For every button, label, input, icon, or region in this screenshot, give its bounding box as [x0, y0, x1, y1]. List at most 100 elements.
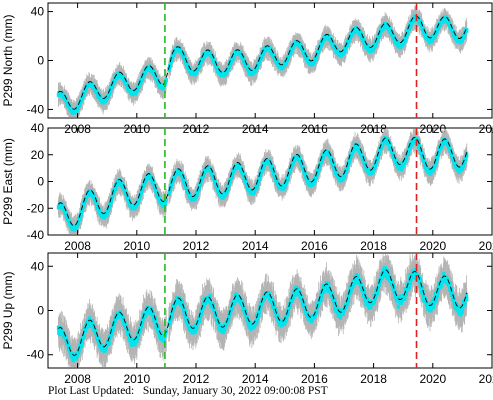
x-tick-label: 2008 — [64, 239, 91, 253]
panel-2: 2008 2010 2012 2014 2016 2018 2020 2022 -40 -20 0 2… — [1, 121, 493, 253]
x-tick-label: 2016 — [301, 239, 328, 253]
observation-point — [257, 178, 261, 183]
observation-point — [140, 76, 145, 82]
observation-point — [434, 31, 438, 36]
observation-point — [180, 49, 184, 54]
observation-point — [259, 171, 263, 177]
observation-point — [210, 172, 215, 177]
observation-point — [374, 162, 378, 168]
observation-point — [181, 175, 185, 180]
observation-point — [169, 184, 173, 189]
observation-point — [380, 145, 384, 150]
y-tick-label: 0 — [37, 175, 44, 189]
panel-3: 20082010201220142016201820202022-40040P2… — [1, 252, 493, 386]
observation-point — [371, 169, 375, 174]
x-tick-label: 2018 — [360, 239, 387, 253]
observation-point — [377, 151, 382, 156]
observation-point — [465, 28, 469, 33]
observation-point — [381, 142, 385, 147]
observation-point — [298, 41, 302, 47]
observation-point — [158, 196, 162, 202]
observation-point — [127, 197, 131, 202]
y-tick-label: -40 — [27, 228, 45, 242]
x-tick-label: 2022 — [479, 239, 493, 253]
observation-point — [198, 181, 202, 186]
observation-point — [464, 156, 468, 161]
observation-point — [346, 164, 350, 169]
x-tick-label: 2014 — [242, 239, 269, 253]
observation-point — [195, 69, 199, 75]
x-tick-label: 2012 — [183, 239, 210, 253]
observation-point — [110, 197, 114, 203]
observation-point — [209, 168, 213, 174]
observation-point — [152, 180, 156, 185]
observation-point — [356, 144, 360, 150]
observation-point — [374, 43, 378, 48]
observation-point — [318, 163, 322, 168]
observation-point — [446, 17, 450, 22]
observation-point — [283, 183, 287, 189]
observation-point — [407, 148, 411, 154]
observation-point — [346, 42, 350, 47]
observation-point — [84, 88, 88, 93]
observation-point — [105, 213, 109, 218]
observation-point — [416, 140, 420, 145]
panel-1: 20082010201220142016201820202022-40040P2… — [1, 2, 493, 136]
observation-point — [404, 158, 408, 163]
y-tick-label: 40 — [31, 5, 45, 19]
observation-point — [126, 84, 130, 90]
y-tick-label: 0 — [37, 54, 44, 68]
observation-point — [433, 34, 437, 39]
y-tick-label: -40 — [27, 102, 45, 116]
observation-point — [425, 165, 429, 170]
observation-point — [423, 161, 427, 167]
x-tick-label: 2020 — [419, 239, 446, 253]
observation-point — [332, 164, 336, 170]
observation-point — [373, 165, 377, 170]
observation-point — [89, 189, 93, 194]
observation-point — [183, 182, 188, 188]
observation-point — [125, 192, 129, 197]
observation-point — [343, 173, 347, 179]
observation-point — [462, 163, 466, 168]
observation-point — [436, 151, 440, 157]
observation-point — [439, 145, 443, 150]
observation-point — [314, 56, 318, 61]
observation-points — [56, 14, 469, 115]
observation-point — [183, 179, 187, 185]
observation-point — [421, 154, 425, 159]
observation-point — [461, 165, 465, 171]
x-tick-label: 2010 — [123, 239, 150, 253]
observation-point — [272, 54, 276, 59]
observation-point — [80, 96, 85, 101]
observation-point — [164, 78, 168, 83]
observation-point — [114, 186, 118, 191]
y-tick-label: -20 — [27, 201, 45, 215]
observation-point — [185, 185, 189, 190]
observation-point — [245, 181, 249, 186]
observation-point — [228, 180, 232, 185]
observation-point — [392, 35, 396, 41]
x-tick-label: 2022 — [479, 122, 493, 136]
observation-point — [214, 179, 218, 185]
observation-point — [348, 155, 352, 161]
model-fit-line — [58, 15, 468, 110]
observation-point — [197, 185, 201, 190]
observation-point — [109, 88, 113, 93]
observation-point — [450, 151, 454, 156]
observation-point — [286, 55, 291, 60]
model-fit-line — [58, 136, 468, 227]
observation-point — [418, 146, 422, 151]
observation-point — [403, 38, 407, 44]
observation-point — [434, 161, 438, 166]
observation-point — [152, 69, 156, 74]
error-bars — [58, 5, 468, 117]
observation-point — [187, 191, 191, 196]
observation-point — [227, 64, 231, 70]
observation-point — [286, 176, 290, 181]
observation-point — [167, 67, 171, 72]
observation-point — [169, 62, 173, 68]
y-tick-label: 40 — [31, 121, 45, 135]
observation-point — [378, 32, 382, 37]
observation-point — [271, 168, 275, 173]
